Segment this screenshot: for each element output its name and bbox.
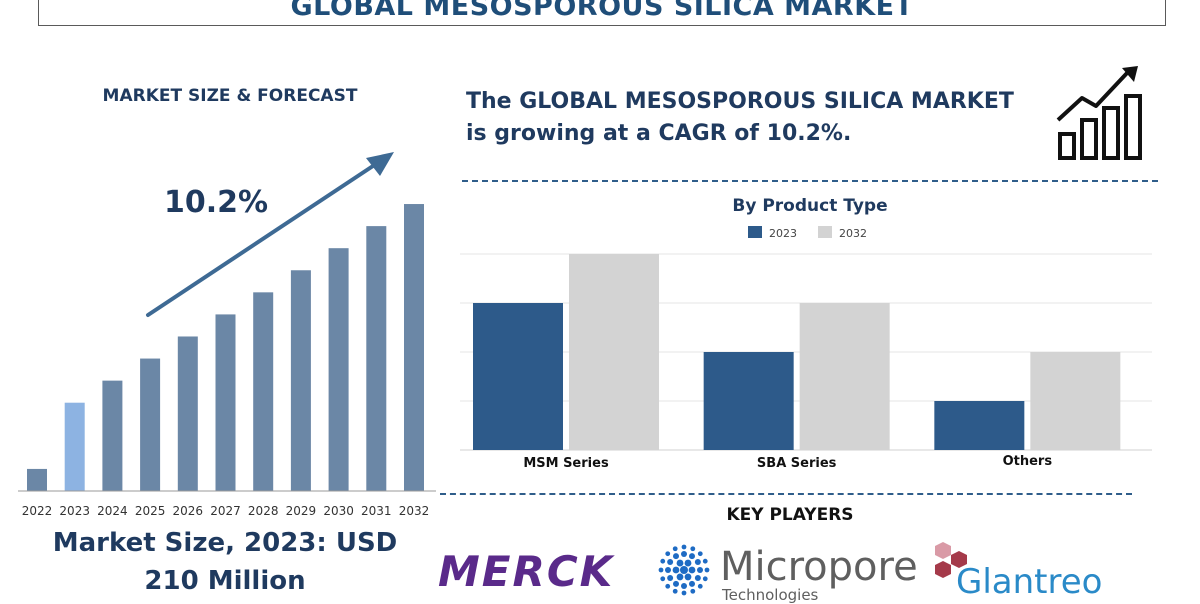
legend-label-2023: 2023 <box>769 227 797 240</box>
product-chart-title: By Product Type <box>732 196 887 216</box>
micropore-dot <box>688 566 696 574</box>
forecast-year-label: 2024 <box>97 504 128 518</box>
forecast-bar-2029 <box>290 270 311 491</box>
forecast-year-label: 2029 <box>286 504 317 518</box>
micropore-dot <box>690 588 696 594</box>
micropore-logo-mark <box>658 544 710 596</box>
micropore-dot <box>697 567 703 573</box>
product-bar-2023 <box>934 401 1025 450</box>
micropore-dot <box>672 546 678 552</box>
glantreo-logo: Glantreo <box>956 562 1103 602</box>
product-category-label: MSM Series <box>523 456 609 471</box>
forecast-year-label: 2022 <box>22 504 53 518</box>
product-bar-2032 <box>1030 352 1121 450</box>
micropore-dot <box>676 559 684 567</box>
key-players-title: KEY PLAYERS <box>726 505 854 525</box>
micropore-dot <box>694 575 701 581</box>
micropore-dot <box>681 544 687 550</box>
market-size-heading: MARKET SIZE & FORECAST <box>102 86 358 106</box>
micropore-dot <box>665 567 671 573</box>
cagr-label: 10.2% <box>164 185 269 220</box>
micropore-dot <box>660 558 666 564</box>
forecast-bar-2027 <box>215 314 236 491</box>
forecast-chart: 2022 2023 2024 2025 2026 2027 2028 2029 2030 2031… <box>18 204 436 518</box>
micropore-dot <box>672 566 680 574</box>
product-type-chart: By Product Type 2023 2032 MSM Series SBA S… <box>460 196 1152 471</box>
forecast-bar-2026 <box>177 336 198 491</box>
product-bar-2023 <box>473 303 563 450</box>
micropore-dot <box>681 551 687 557</box>
micropore-dot <box>681 583 687 589</box>
glantreo-logo-mark <box>935 542 967 578</box>
micropore-dot <box>681 590 687 596</box>
forecast-bar-2023 <box>64 402 85 491</box>
page-title: GLOBAL MESOSPOROUS SILICA MARKET <box>290 0 914 22</box>
micropore-dot <box>658 567 664 573</box>
micropore-dot <box>689 580 695 587</box>
forecast-year-label: 2023 <box>59 504 90 518</box>
micropore-dot <box>676 573 684 581</box>
micropore-dot <box>689 553 695 560</box>
legend-label-2032: 2032 <box>839 227 867 240</box>
forecast-year-label: 2032 <box>399 504 430 518</box>
micropore-dot <box>697 551 703 557</box>
divider-top <box>462 180 1158 182</box>
product-bar-2023 <box>703 352 794 450</box>
product-category-label: SBA Series <box>757 456 837 471</box>
forecast-bar-2024 <box>102 380 123 491</box>
micropore-dot <box>673 553 679 560</box>
forecast-year-label: 2025 <box>135 504 166 518</box>
forecast-bar-2025 <box>140 358 161 491</box>
micropore-dot <box>667 575 674 581</box>
micropore-dot <box>667 559 674 565</box>
market-size-text: Market Size, 2023: USD <box>52 528 398 558</box>
forecast-year-label: 2030 <box>323 504 354 518</box>
micropore-dot <box>704 567 710 573</box>
product-bar-2032 <box>799 303 890 450</box>
micropore-logo: Micropore <box>720 544 918 590</box>
micropore-dot <box>702 558 708 564</box>
cagr-headline: The GLOBAL MESOSPOROUS SILICA MARKET is … <box>466 89 1014 146</box>
forecast-bar-2028 <box>253 292 274 491</box>
growth-chart-icon <box>1056 66 1142 160</box>
merck-logo: MERCK <box>438 547 615 596</box>
forecast-year-label: 2031 <box>361 504 392 518</box>
title-box: GLOBAL MESOSPOROUS SILICA MARKET <box>38 0 1166 26</box>
micropore-dot <box>680 566 688 574</box>
trend-arrow-icon <box>146 152 394 317</box>
forecast-bar-2032 <box>404 204 424 491</box>
forecast-year-label: 2027 <box>210 504 241 518</box>
forecast-year-label: 2026 <box>173 504 204 518</box>
micropore-dot <box>694 559 701 565</box>
micropore-logo-subtitle: Technologies <box>722 586 819 604</box>
legend-swatch-2023 <box>748 226 762 238</box>
forecast-bar-2022 <box>27 468 47 491</box>
micropore-dot <box>690 546 696 552</box>
divider-bottom <box>440 493 1132 495</box>
micropore-dot <box>673 580 679 587</box>
micropore-dot <box>702 576 708 582</box>
micropore-dot <box>665 551 671 557</box>
micropore-dot <box>684 573 692 581</box>
legend-swatch-2032 <box>818 226 832 238</box>
product-category-label: Others <box>1003 454 1053 469</box>
forecast-bar-2031 <box>366 226 387 491</box>
product-bar-2032 <box>569 254 659 450</box>
market-size-value: 210 Million <box>144 566 306 596</box>
micropore-dot <box>684 559 692 567</box>
micropore-dot <box>672 588 678 594</box>
forecast-bar-2030 <box>328 248 349 491</box>
forecast-year-label: 2028 <box>248 504 279 518</box>
micropore-dot <box>697 583 703 589</box>
micropore-dot <box>660 576 666 582</box>
micropore-dot <box>665 583 671 589</box>
